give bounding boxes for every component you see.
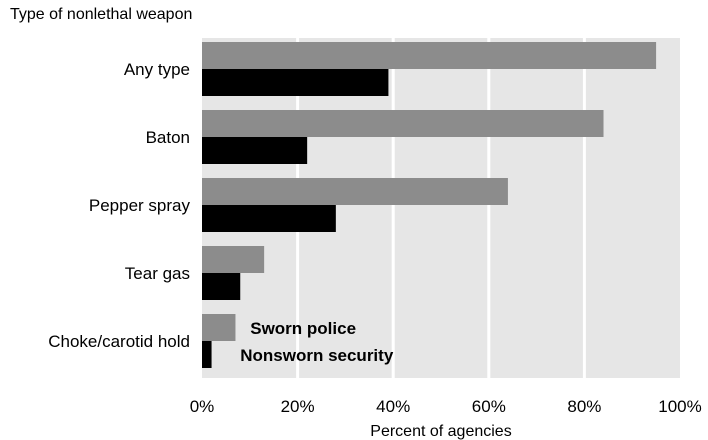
bar-sworn-police [202,246,265,273]
category-label: Any type [124,60,190,79]
bar-nonsworn-security [202,205,336,232]
legend-label: Nonsworn security [240,346,394,365]
bar-sworn-police [202,42,657,69]
x-tick-label: 40% [376,397,410,416]
x-tick-label: 60% [472,397,506,416]
bar-nonsworn-security [202,341,212,368]
legend-label: Sworn police [250,319,356,338]
category-label: Choke/carotid hold [48,332,190,351]
category-label: Baton [146,128,190,147]
category-label: Pepper spray [89,196,191,215]
category-label: Tear gas [125,264,190,283]
bar-sworn-police [202,178,508,205]
x-tick-label: 100% [658,397,701,416]
x-tick-label: 20% [281,397,315,416]
bar-nonsworn-security [202,69,389,96]
x-axis-title: Percent of agencies [370,423,511,440]
y-axis-title: Type of nonlethal weapon [10,6,193,23]
bar-nonsworn-security [202,137,308,164]
x-tick-label: 80% [567,397,601,416]
bar-nonsworn-security [202,273,241,300]
x-tick-label: 0% [190,397,215,416]
bar-sworn-police [202,314,236,341]
bar-sworn-police [202,110,604,137]
